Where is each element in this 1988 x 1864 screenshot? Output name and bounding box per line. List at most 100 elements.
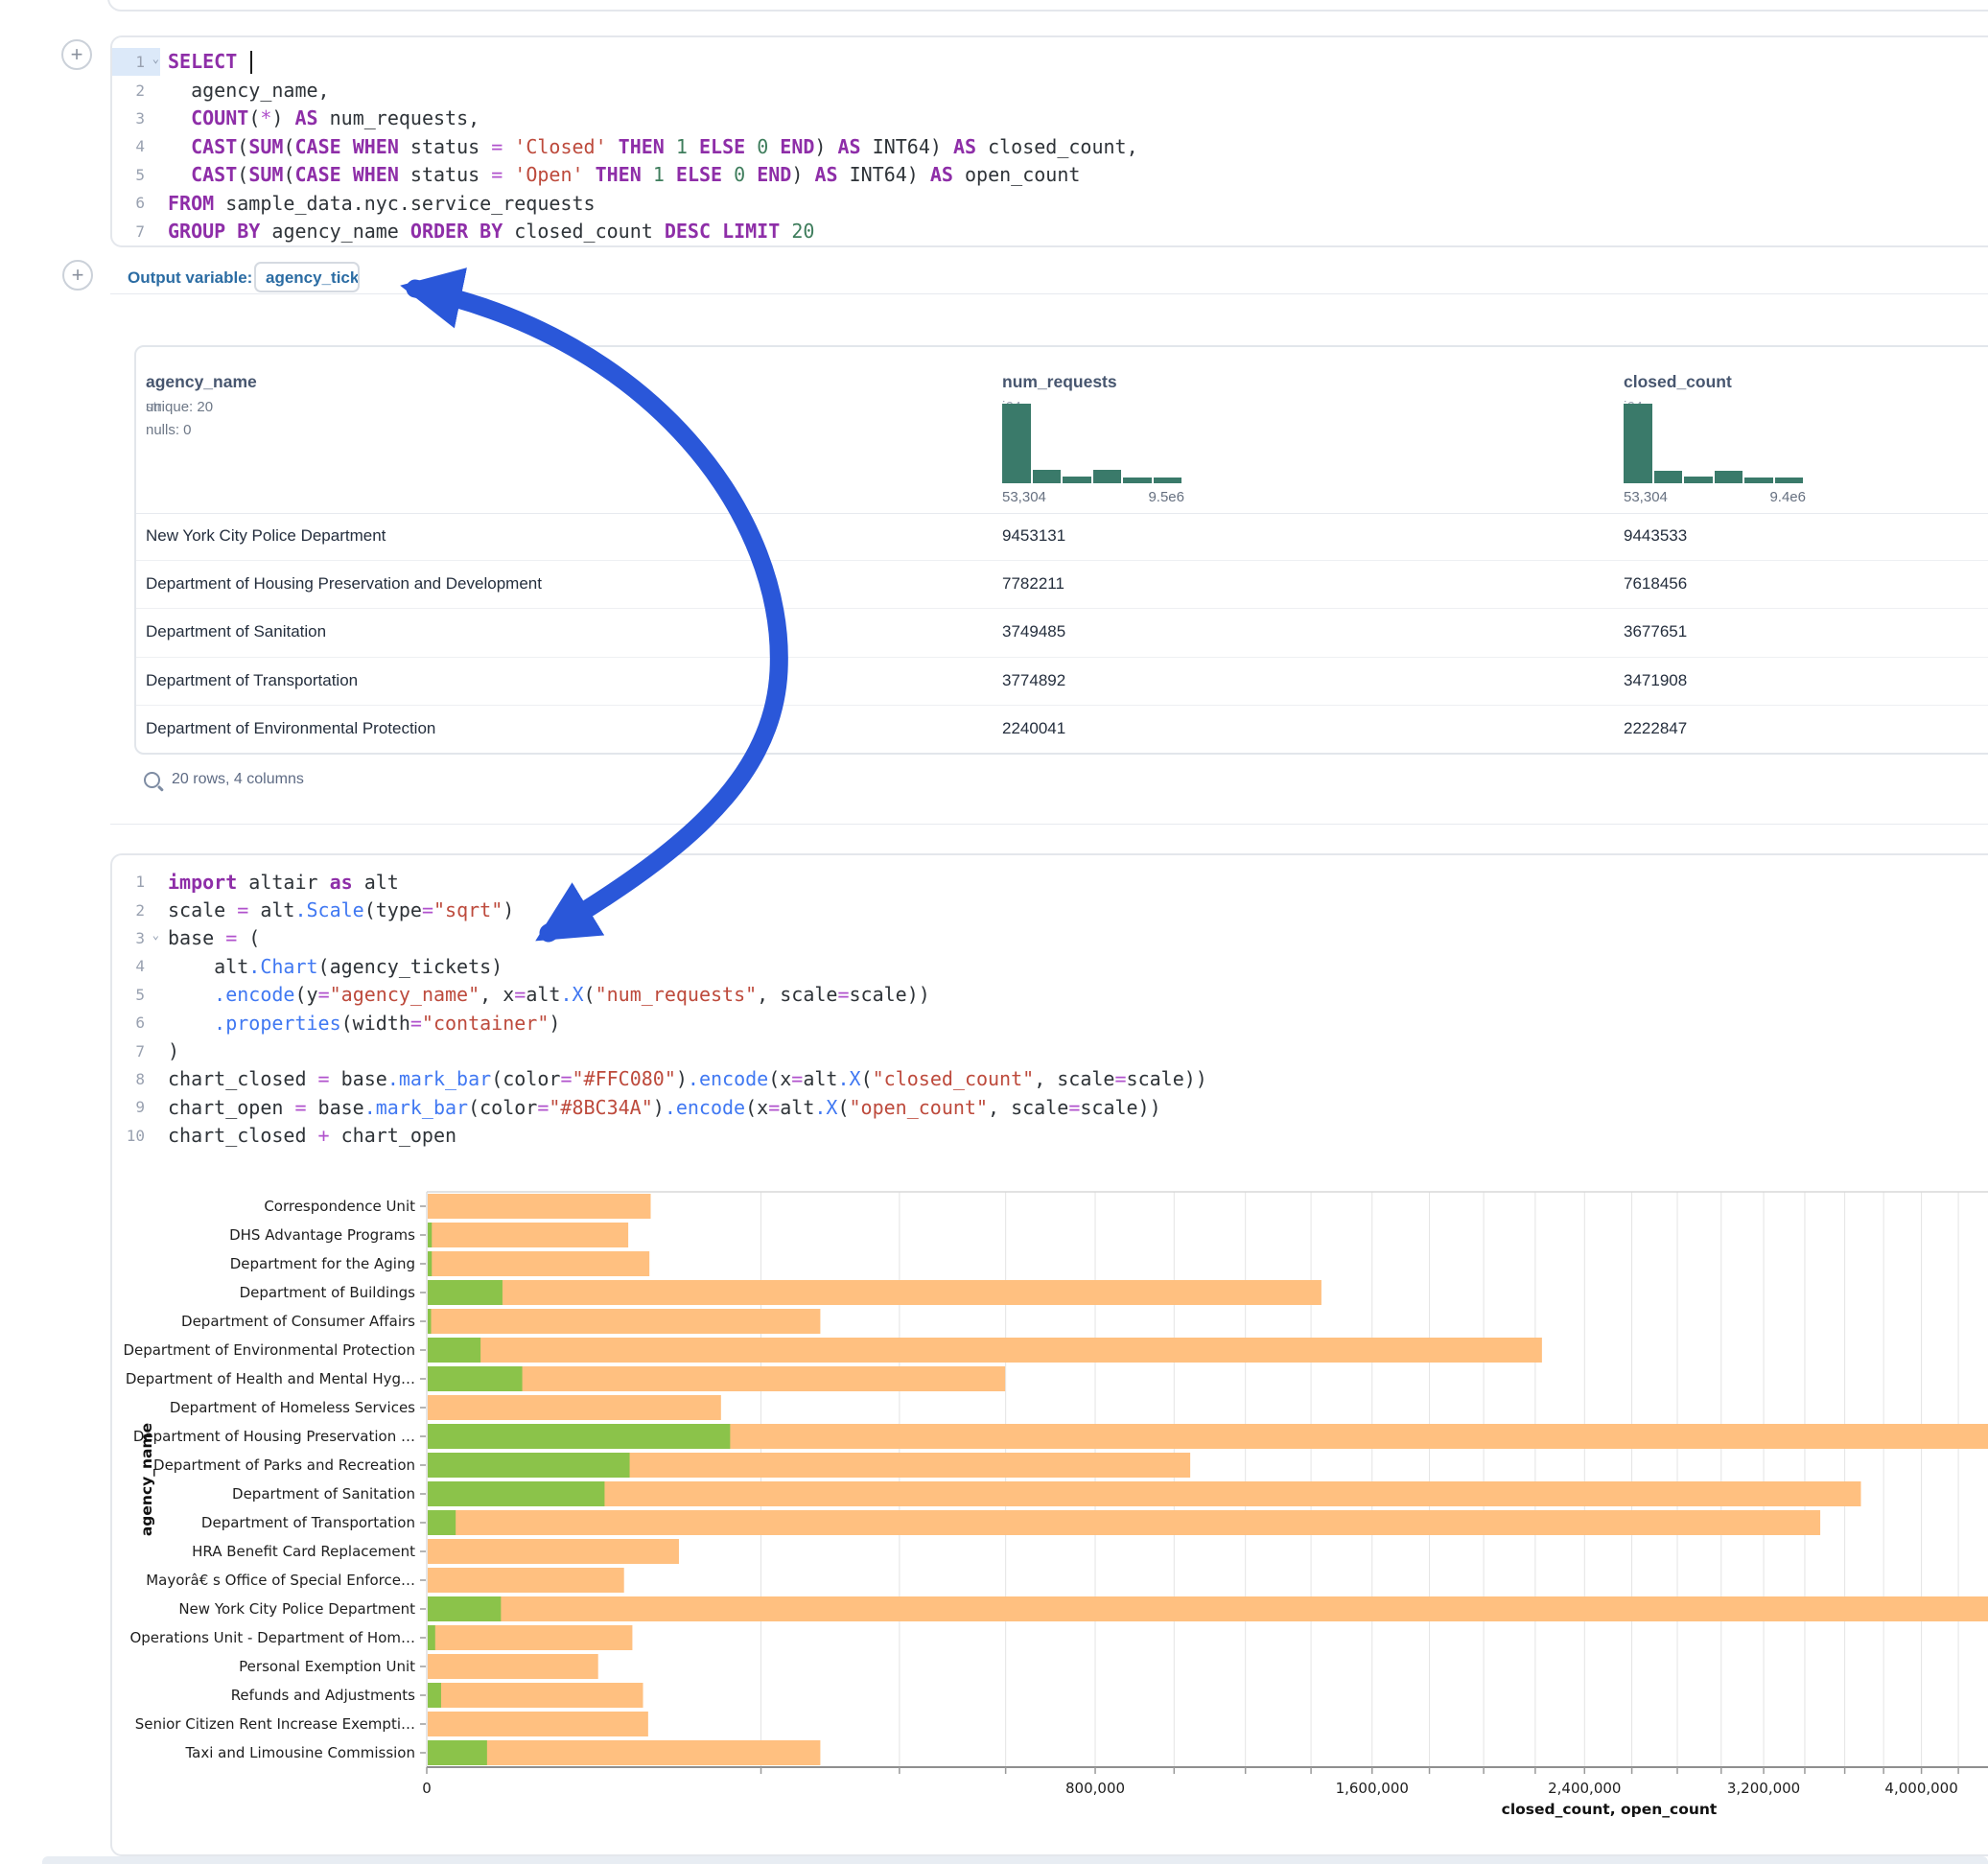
code-line[interactable]: 7) xyxy=(112,1037,1988,1064)
histogram-bar xyxy=(1123,478,1152,483)
python-code-cell[interactable]: 1 import altair as alt 2 scale = alt.Scale(… xyxy=(110,853,1988,1856)
table-footer: 20 rows, 4 columns xyxy=(144,765,304,794)
table-cell: 2240041 xyxy=(1002,718,1066,737)
code-text[interactable]: base = ( xyxy=(168,926,261,950)
table-row[interactable]: New York City Police Department 9453131 94… xyxy=(136,513,1988,562)
add-cell-button[interactable]: + xyxy=(62,260,93,291)
code-line[interactable]: 4 alt.Chart(agency_tickets) xyxy=(112,952,1988,980)
code-line[interactable]: 1 ⌄ SELECT xyxy=(112,48,1988,77)
table-cell: 9443533 xyxy=(1624,526,1688,545)
code-text[interactable]: chart_open = base.mark_bar(color="#8BC34… xyxy=(168,1095,1161,1119)
code-line[interactable]: 10 chart_closed + chart_open xyxy=(112,1122,1988,1150)
column-meta-unique: unique: 20 xyxy=(146,399,214,415)
histogram-max-label: 9.5e6 xyxy=(1148,489,1184,505)
line-number: 1 ⌄ xyxy=(112,48,160,77)
sql-code-cell[interactable]: 1 ⌄ SELECT 2 agency_name, 3 COUNT(*) AS num… xyxy=(110,35,1988,247)
python-code-editor[interactable]: 1 import altair as alt 2 scale = alt.Scale(… xyxy=(112,855,1988,1150)
table-row-count: 20 rows, 4 columns xyxy=(172,771,304,787)
line-number: 6 xyxy=(135,194,145,213)
table-cell: 3774892 xyxy=(1002,670,1066,689)
code-line[interactable]: 1 import altair as alt xyxy=(112,868,1988,896)
text-cursor xyxy=(250,51,253,75)
code-text[interactable]: agency_name, xyxy=(168,79,330,103)
code-line[interactable]: 7 GROUP BY agency_name ORDER BY closed_co… xyxy=(112,217,1988,245)
cell-divider xyxy=(110,293,1988,294)
table-rows: New York City Police Department 9453131 94… xyxy=(136,513,1988,754)
code-text[interactable]: chart_closed = base.mark_bar(color="#FFC… xyxy=(168,1067,1207,1091)
column-name: agency_name xyxy=(146,372,257,391)
code-text[interactable]: SELECT xyxy=(160,50,253,75)
histogram-bar xyxy=(1153,478,1181,483)
table-cell: Department of Environmental Protection xyxy=(146,718,436,737)
histogram-max-label: 9.4e6 xyxy=(1769,489,1806,505)
line-number: 9 xyxy=(135,1098,145,1117)
line-number: 5 xyxy=(135,165,145,184)
line-number: 2 xyxy=(135,81,145,100)
histogram-bar xyxy=(1714,471,1742,483)
column-meta-nulls: nulls: 0 xyxy=(146,422,192,438)
line-number: 8 xyxy=(135,1069,145,1088)
table-cell: 3749485 xyxy=(1002,622,1066,641)
code-line[interactable]: 2 scale = alt.Scale(type="sqrt") xyxy=(112,896,1988,923)
histogram-bar xyxy=(1774,478,1803,483)
histogram-bar xyxy=(1744,478,1773,483)
table-cell: 7782211 xyxy=(1002,574,1064,594)
code-text[interactable]: import altair as alt xyxy=(168,870,399,894)
code-text[interactable]: CAST(SUM(CASE WHEN status = 'Closed' THE… xyxy=(191,134,1138,158)
fold-chevron-icon[interactable]: ⌄ xyxy=(152,927,159,942)
sql-code-editor[interactable]: 1 ⌄ SELECT 2 agency_name, 3 COUNT(*) AS num… xyxy=(112,37,1988,245)
table-row[interactable]: Department of Transportation 3774892 34719… xyxy=(136,658,1988,706)
code-text[interactable]: FROM sample_data.nyc.service_requests xyxy=(168,191,596,215)
code-line[interactable]: 6 FROM sample_data.nyc.service_requests xyxy=(112,189,1988,217)
code-line[interactable]: 3 ⌄ base = ( xyxy=(112,924,1988,952)
code-text[interactable]: alt.Chart(agency_tickets) xyxy=(168,954,503,978)
fold-chevron-icon[interactable]: ⌄ xyxy=(152,52,159,65)
code-text[interactable]: .properties(width="container") xyxy=(214,1011,561,1035)
dataframe-table: agency_name str unique: 20 nulls: 0 num_… xyxy=(134,345,1988,755)
histogram-bar xyxy=(1653,471,1682,483)
search-icon[interactable] xyxy=(144,771,160,788)
table-cell: 3677651 xyxy=(1624,622,1688,641)
code-line[interactable]: 6 .properties(width="container") xyxy=(112,1009,1988,1037)
table-row[interactable]: Department of Sanitation 3749485 3677651 xyxy=(136,609,1988,658)
output-variable-input[interactable]: agency_tickets xyxy=(254,262,360,292)
code-line[interactable]: 5 CAST(SUM(CASE WHEN status = 'Open' THE… xyxy=(112,161,1988,189)
code-text[interactable]: .encode(y="agency_name", x=alt.X("num_re… xyxy=(214,983,930,1007)
header-divider xyxy=(136,513,1988,514)
line-number: 4 xyxy=(135,137,145,156)
next-cell-edge xyxy=(42,1856,1988,1864)
table-cell: Department of Housing Preservation and D… xyxy=(146,574,542,594)
histogram-bar xyxy=(1063,477,1091,483)
column-name: num_requests xyxy=(1002,372,1117,391)
code-text[interactable]: scale = alt.Scale(type="sqrt") xyxy=(168,898,515,922)
table-row[interactable]: Department of Housing Preservation and D… xyxy=(136,561,1988,610)
histogram-bar xyxy=(1092,470,1121,483)
code-line[interactable]: 4 CAST(SUM(CASE WHEN status = 'Closed' T… xyxy=(112,132,1988,160)
code-text[interactable]: GROUP BY agency_name ORDER BY closed_cou… xyxy=(168,220,815,244)
code-text[interactable]: ) xyxy=(168,1039,180,1063)
line-number: 1 xyxy=(135,873,145,892)
histogram-labels: 53,304 9.4e6 xyxy=(1624,489,1806,505)
code-line[interactable]: 8 chart_closed = base.mark_bar(color="#FF… xyxy=(112,1065,1988,1093)
add-cell-button[interactable]: + xyxy=(61,39,92,70)
table-row[interactable]: Department of Environmental Protection 22… xyxy=(136,706,1988,754)
code-line[interactable]: 3 COUNT(*) AS num_requests, xyxy=(112,105,1988,132)
column-name: closed_count xyxy=(1624,372,1732,391)
table-cell: Department of Transportation xyxy=(146,670,359,689)
table-cell: Department of Sanitation xyxy=(146,622,327,641)
table-cell: 2222847 xyxy=(1624,718,1688,737)
cell-divider xyxy=(110,824,1988,825)
column-header-agency-name[interactable]: agency_name str xyxy=(146,372,257,415)
code-text[interactable]: chart_closed + chart_open xyxy=(168,1124,457,1148)
histogram-bar xyxy=(1002,404,1031,483)
code-line[interactable]: 9 chart_open = base.mark_bar(color="#8BC3… xyxy=(112,1093,1988,1121)
previous-cell-edge xyxy=(107,0,1988,12)
table-cell: 7618456 xyxy=(1624,574,1688,594)
code-text[interactable]: CAST(SUM(CASE WHEN status = 'Open' THEN … xyxy=(191,163,1081,187)
line-number: 7 xyxy=(135,221,145,241)
code-line[interactable]: 2 agency_name, xyxy=(112,76,1988,104)
code-line[interactable]: 5 .encode(y="agency_name", x=alt.X("num_… xyxy=(112,981,1988,1009)
histogram-bar xyxy=(1032,470,1061,483)
code-text[interactable]: COUNT(*) AS num_requests, xyxy=(191,106,480,130)
